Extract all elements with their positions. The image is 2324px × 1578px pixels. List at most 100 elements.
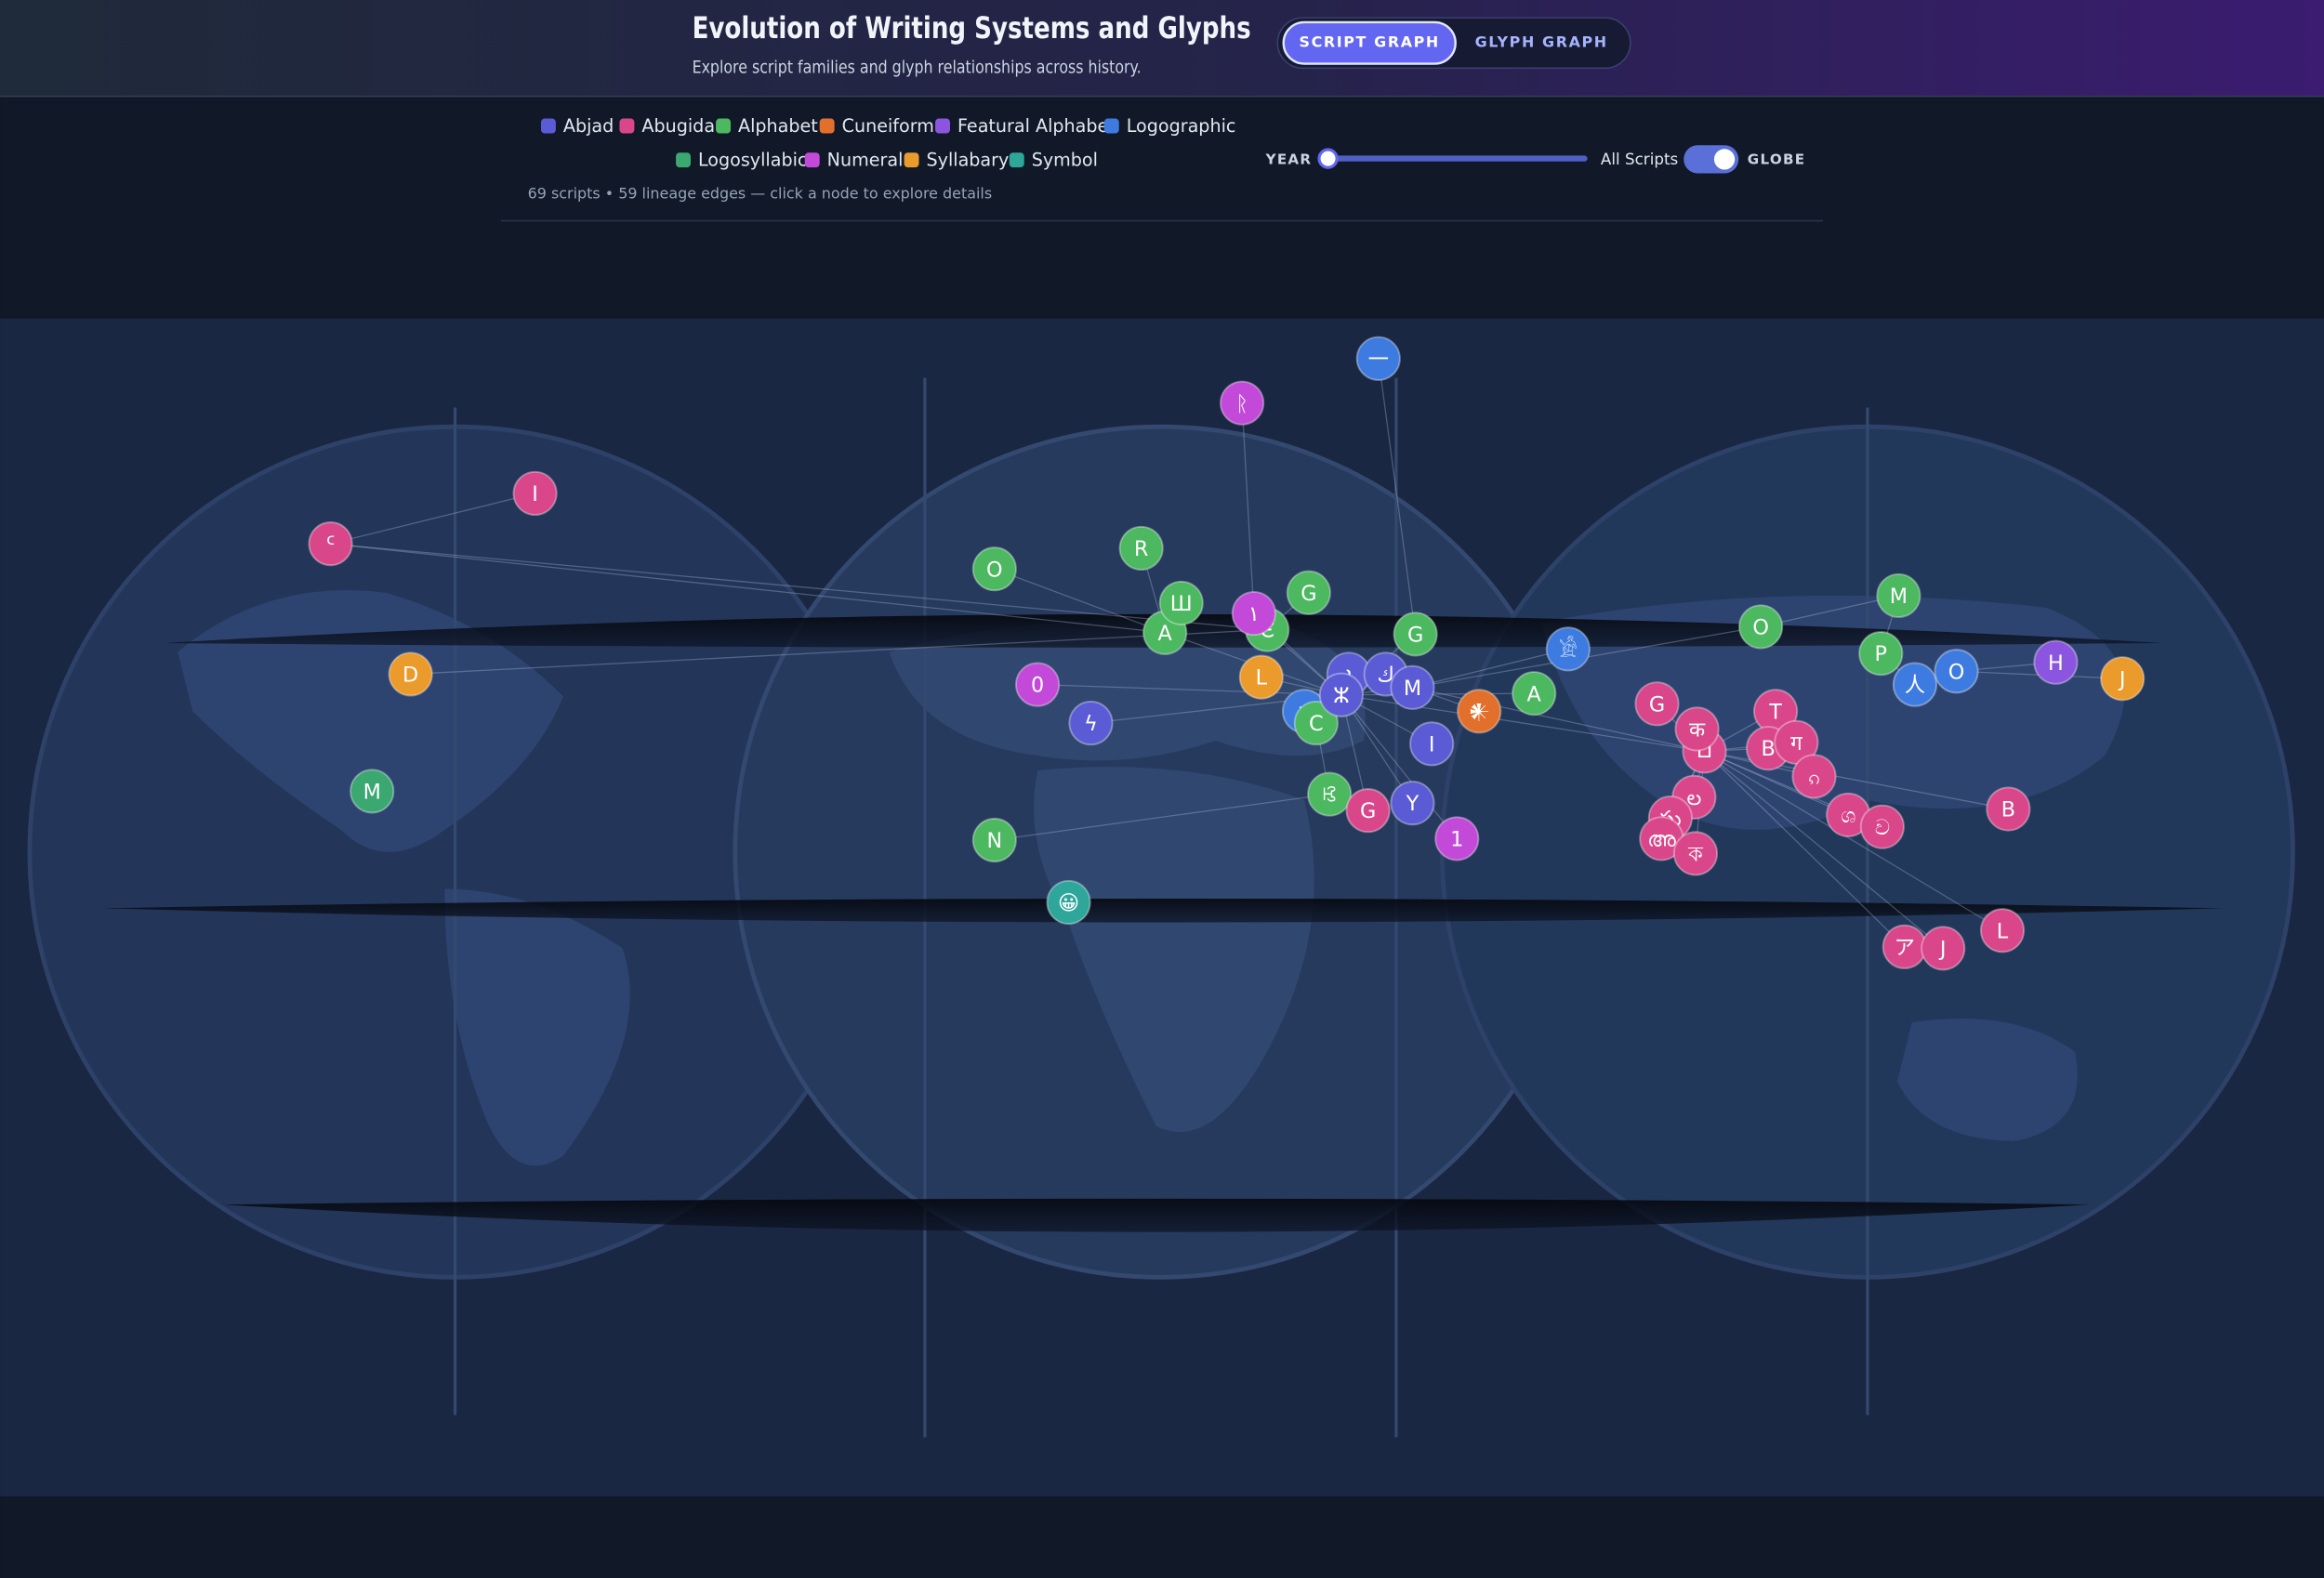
legend-item[interactable]: Abugida [619,115,715,137]
script-node[interactable]: T [1752,689,1799,734]
node-label[interactable]: ⵣ [1333,684,1350,708]
tab[interactable]: SCRIPT GRAPH [1300,33,1440,51]
script-node[interactable]: 一 [1355,335,1401,381]
node-label[interactable]: ၵ [1808,766,1820,790]
node-label[interactable]: क [1689,718,1706,743]
node-circle[interactable] [1512,671,1557,717]
node-label[interactable]: G [1301,582,1316,606]
node-circle[interactable] [1390,781,1435,826]
script-node[interactable]: O [1934,649,1979,694]
legend-label[interactable]: Syllabary [926,149,1009,170]
legend-swatch[interactable] [1009,152,1024,168]
node-circle[interactable] [1774,719,1819,765]
node-label[interactable]: Y [1406,792,1419,816]
node-circle[interactable] [1345,788,1391,834]
script-node[interactable]: I [1409,721,1455,767]
node-label[interactable]: ك [1378,664,1394,688]
node-label[interactable]: J [2118,667,2126,691]
node-circle[interactable] [1672,831,1719,876]
script-node[interactable]: ⵣ [1318,672,1364,717]
script-node[interactable]: 1 [1434,816,1480,861]
legend-label[interactable]: Abugida [641,115,715,137]
script-node[interactable]: ᚱ [1220,380,1265,426]
script-node[interactable]: 人 [1892,662,1938,707]
node-circle[interactable] [388,651,433,697]
node-label[interactable]: G [1407,623,1423,647]
node-circle[interactable] [1307,771,1353,817]
node-label[interactable]: A [1527,682,1542,706]
legend-swatch[interactable] [676,152,691,168]
node-label[interactable]: ক [1687,842,1703,866]
script-node[interactable]: 𓀀 [1545,626,1591,672]
node-label[interactable]: 一 [1368,348,1389,372]
node-circle[interactable] [1859,804,1905,849]
script-node[interactable]: അ [1639,816,1684,861]
legend-item[interactable]: Featural Alphabet [935,115,1116,137]
node-circle[interactable] [1738,604,1784,650]
node-circle[interactable] [1545,626,1591,672]
node-label[interactable]: L [1256,666,1268,690]
node-label[interactable]: G [1649,692,1665,717]
node-circle[interactable] [1876,572,1921,619]
node-label[interactable]: N [986,829,1002,853]
node-label[interactable]: 𓀀 [1559,636,1578,662]
script-node[interactable]: L [1238,654,1284,700]
script-node[interactable]: क [1674,706,1720,752]
script-node[interactable]: A [1512,671,1557,717]
script-node[interactable]: R [1118,525,1164,571]
script-node[interactable]: I [512,470,558,516]
node-label[interactable]: 0 [1031,674,1044,698]
node-label[interactable]: അ [1647,828,1675,852]
node-label[interactable]: M [1890,585,1908,609]
script-node[interactable]: A [1142,610,1188,655]
script-node[interactable]: 😀 [1046,879,1091,926]
node-circle[interactable] [971,817,1017,863]
legend-item[interactable]: Cuneiform [819,115,934,137]
script-node[interactable]: ව [1859,804,1905,849]
script-node[interactable]: 𒀭 [1457,689,1502,734]
node-label[interactable]: ව [1875,816,1890,840]
legend-swatch[interactable] [804,152,820,168]
node-circle[interactable] [2100,656,2146,702]
legend-swatch[interactable] [935,118,951,134]
node-label[interactable]: A [1158,622,1173,646]
legend-item[interactable]: Logographic [1103,115,1236,137]
node-label[interactable]: M [363,780,381,804]
node-circle[interactable] [1979,908,2026,953]
script-node[interactable]: D [388,651,433,697]
script-node[interactable]: 0 [1014,662,1061,707]
tab-active[interactable] [1282,20,1457,65]
script-node[interactable]: O [1738,604,1784,650]
year-slider-thumb[interactable] [1317,148,1339,169]
legend-item[interactable]: Logosyllabic [676,149,807,170]
node-label[interactable]: ᚱ [1235,392,1248,416]
node-circle[interactable] [1634,681,1680,727]
node-circle[interactable] [1118,525,1164,571]
node-circle[interactable] [1068,700,1114,746]
legend-label[interactable]: Featural Alphabet [957,115,1116,137]
legend-item[interactable]: Symbol [1009,149,1098,170]
node-label[interactable]: D [403,664,418,688]
node-label[interactable]: ア [1895,936,1915,960]
legend-label[interactable]: Abjad [563,115,614,137]
legend-label[interactable]: Logographic [1127,115,1236,137]
script-node[interactable]: ক [1672,831,1719,876]
legend-swatch[interactable] [819,118,835,134]
globe-toggle-knob[interactable] [1713,149,1736,170]
node-circle[interactable] [1457,689,1502,734]
node-label[interactable]: ꕙ [1322,783,1337,808]
legend-label[interactable]: Cuneiform [842,115,934,137]
script-node[interactable]: G [1393,611,1438,657]
node-label[interactable]: 😀 [1058,891,1079,915]
node-circle[interactable] [1934,649,1979,694]
legend-label[interactable]: Symbol [1032,149,1098,170]
node-label[interactable]: I [1429,732,1435,756]
node-circle[interactable] [1220,380,1265,426]
node-circle[interactable] [1409,721,1455,767]
node-circle[interactable] [971,546,1017,592]
script-node[interactable]: G [1634,681,1680,727]
script-node[interactable]: B [1986,786,2031,832]
script-node[interactable]: L [1979,908,2026,953]
script-node[interactable]: J [2100,656,2146,702]
node-label[interactable]: O [986,558,1003,582]
